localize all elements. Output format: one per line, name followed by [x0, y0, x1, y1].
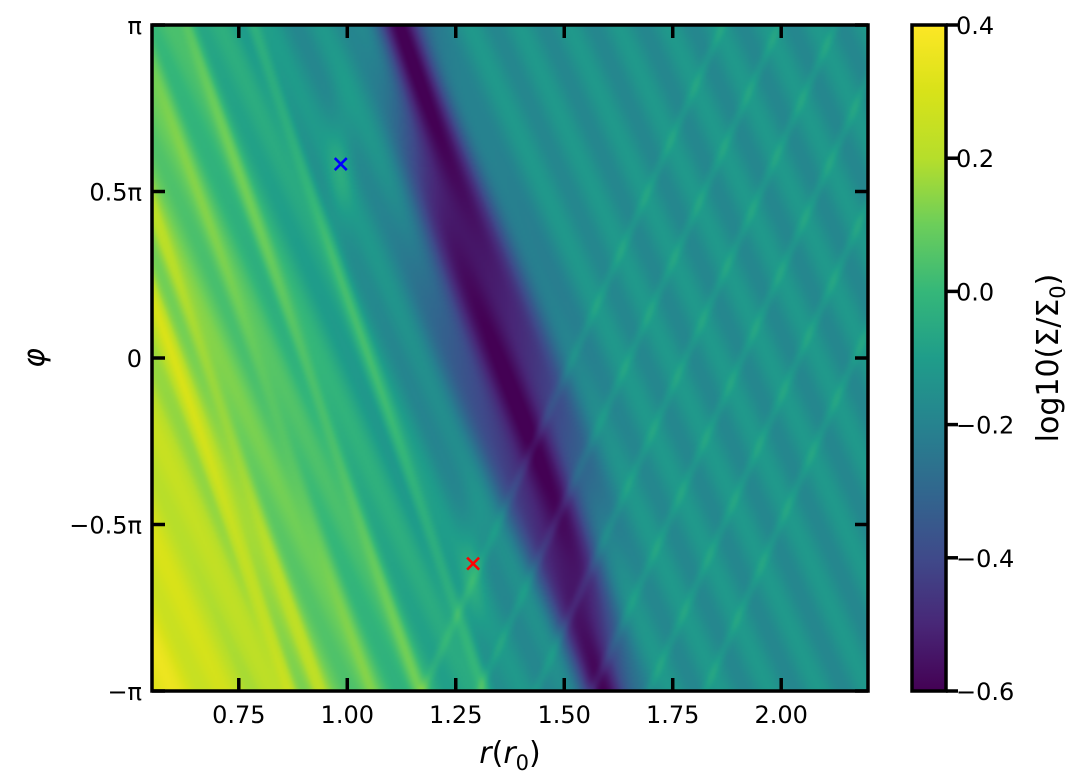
- y-axis-ticks: −π −0.5π 0 0.5π π: [69, 12, 868, 706]
- colorbar-ticks: 0.4 0.2 0.0 −0.2 −0.4 −0.6: [946, 12, 1014, 706]
- colorbar-tick-label: −0.6: [956, 678, 1014, 706]
- x-tick-label: 1.00: [321, 701, 374, 729]
- x-axis-ticks: 0.75 1.00 1.25 1.50 1.75 2.00: [212, 25, 808, 729]
- colorbar-tick-label: 0.0: [956, 278, 994, 306]
- colorbar-tick-label: 0.4: [956, 12, 994, 40]
- y-tick-label: −π: [107, 678, 142, 706]
- y-tick-label: 0.5π: [89, 178, 142, 206]
- colorbar-tick-label: −0.4: [956, 545, 1014, 573]
- red-x-marker: [466, 556, 481, 571]
- x-tick-label: 0.75: [212, 701, 265, 729]
- density-heatmap: [152, 25, 868, 691]
- colorbar-label: log10(Σ/Σ0): [1031, 274, 1070, 443]
- colorbar-frame: [910, 23, 948, 693]
- x-tick-label: 1.75: [646, 701, 699, 729]
- colorbar-tick-label: −0.2: [956, 412, 1014, 440]
- x-tick-label: 1.25: [429, 701, 482, 729]
- blue-x-marker: [333, 157, 348, 171]
- marker-layer: [333, 157, 481, 571]
- x-tick-label: 1.50: [538, 701, 591, 729]
- y-tick-label: 0: [127, 345, 142, 373]
- colorbar-gradient: [912, 25, 946, 691]
- x-axis-label: r(r0): [479, 736, 541, 775]
- y-tick-label: π: [128, 12, 142, 40]
- x-tick-label: 2.00: [754, 701, 807, 729]
- y-tick-label: −0.5π: [69, 512, 142, 540]
- colorbar-tick-label: 0.2: [956, 145, 994, 173]
- y-axis-label: φ: [17, 348, 52, 368]
